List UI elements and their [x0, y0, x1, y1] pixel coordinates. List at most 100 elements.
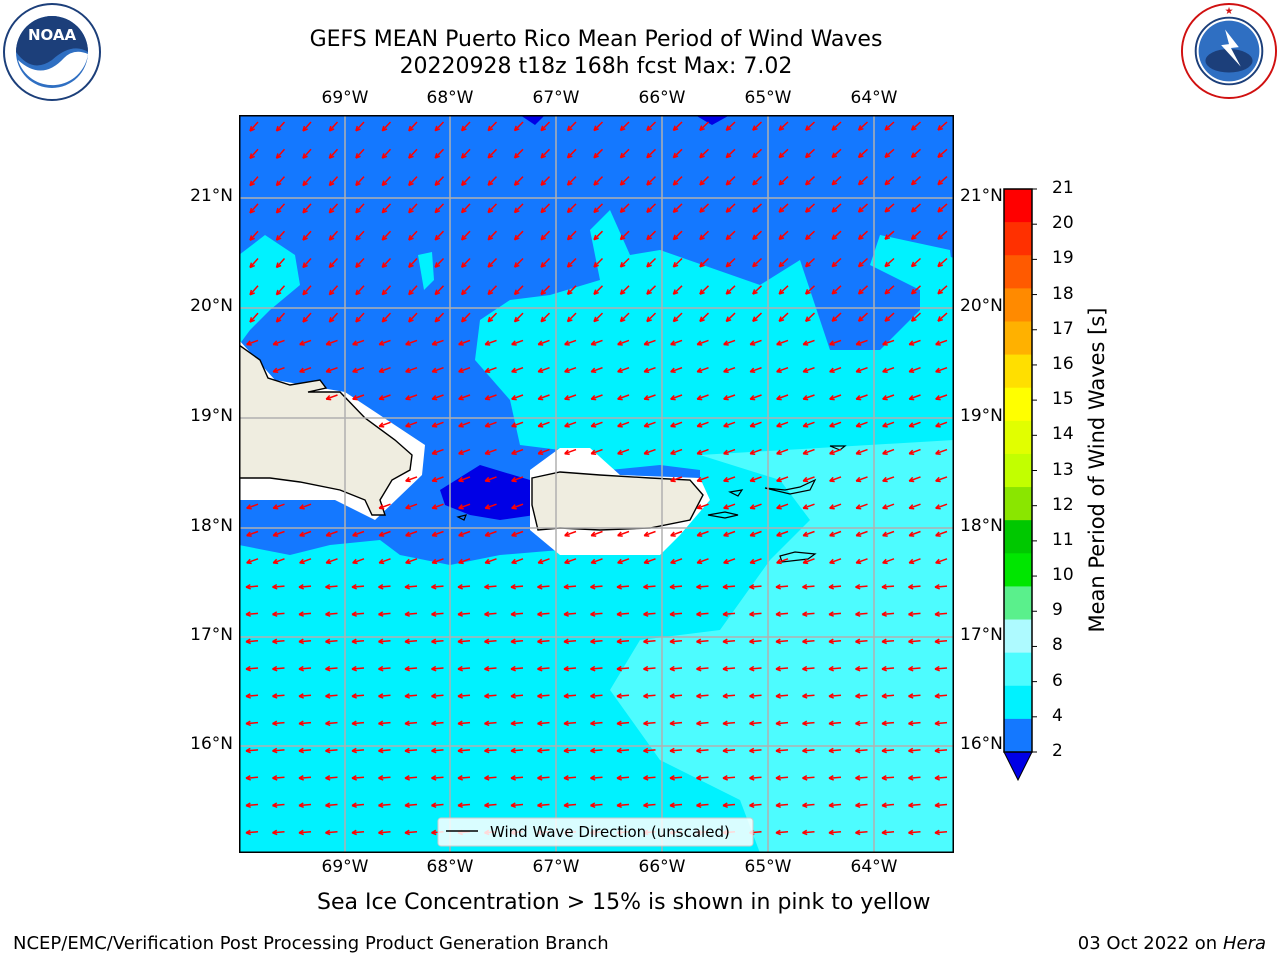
wind-wave-arrow	[355, 285, 365, 296]
wind-wave-arrow	[775, 639, 789, 643]
wind-wave-arrow	[670, 448, 683, 455]
wind-wave-arrowhead	[590, 750, 596, 754]
nws-logo: ★	[1180, 2, 1278, 100]
wind-wave-arrow	[511, 503, 524, 510]
wind-wave-arrowhead	[273, 562, 279, 565]
wind-wave-arrowhead	[831, 127, 838, 131]
wind-wave-arrow	[514, 203, 524, 214]
wind-wave-arrowhead	[911, 237, 917, 240]
wind-wave-arrow	[908, 366, 921, 373]
wind-wave-arrow	[352, 558, 365, 564]
wind-wave-arrow	[934, 831, 948, 834]
wind-wave-arrowhead	[776, 371, 782, 374]
wind-wave-arrow	[829, 530, 842, 537]
wind-wave-arrow	[405, 476, 418, 482]
wind-wave-arrow	[246, 503, 259, 510]
wind-wave-arrowhead	[881, 722, 887, 727]
wind-wave-arrow	[298, 776, 312, 779]
wind-wave-arrowhead	[564, 398, 570, 401]
wind-wave-arrowhead	[911, 264, 917, 268]
wind-wave-arrowhead	[276, 128, 282, 132]
wind-wave-arrow	[934, 667, 948, 670]
wind-wave-arrowhead	[510, 640, 516, 645]
wind-wave-arrowhead	[487, 291, 494, 296]
wind-wave-arrow	[802, 339, 815, 346]
wind-wave-arrowhead	[299, 343, 305, 346]
wind-wave-arrow	[567, 148, 577, 159]
wind-wave-arrowhead	[355, 155, 361, 159]
wind-wave-arrowhead	[511, 371, 517, 374]
lon-label-bottom: 69°W	[321, 857, 369, 877]
wind-wave-arrowhead	[778, 291, 785, 295]
colorbar-tick-label: 11	[1052, 529, 1074, 550]
wind-wave-arrow	[829, 558, 842, 564]
wind-wave-arrow	[643, 448, 656, 455]
wind-wave-arrow	[352, 339, 365, 346]
land-virgin-islands	[728, 489, 744, 497]
wind-wave-arrow	[378, 639, 391, 643]
wind-wave-arrowhead	[405, 534, 411, 537]
wind-wave-arrowhead	[510, 777, 516, 781]
wind-wave-arrowhead	[673, 155, 679, 159]
wind-wave-arrowhead	[487, 182, 494, 186]
wind-wave-arrowhead	[567, 319, 573, 323]
wind-wave-arrowhead	[752, 209, 758, 213]
wind-wave-arrowhead	[697, 398, 703, 401]
wind-wave-arrowhead	[273, 343, 279, 346]
wind-wave-arrow	[805, 230, 816, 240]
wind-wave-arrow	[355, 312, 365, 323]
wind-wave-arrowhead	[644, 425, 650, 428]
wind-wave-arrow	[458, 558, 471, 564]
wind-wave-arrow	[805, 312, 816, 322]
wind-wave-arrow	[722, 803, 736, 807]
wind-wave-arrow	[672, 285, 683, 295]
wind-wave-arrowhead	[831, 237, 838, 241]
wind-wave-arrowhead	[326, 343, 332, 346]
wind-wave-arrow	[911, 148, 922, 158]
wind-wave-arrowhead	[776, 562, 782, 565]
colorbar-tick-label: 18	[1052, 283, 1074, 304]
wind-wave-arrowhead	[616, 804, 622, 809]
wind-wave-arrow	[355, 230, 365, 241]
wind-wave-arrowhead	[620, 319, 626, 323]
wind-wave-arrowhead	[669, 613, 675, 617]
noaa-logo: NOAA	[3, 3, 101, 101]
wind-wave-arrowhead	[803, 343, 809, 346]
wind-wave-arrow	[540, 176, 551, 186]
wind-wave-arrowhead	[514, 319, 520, 323]
wind-wave-arrowhead	[245, 832, 251, 836]
wind-wave-arrow	[378, 585, 391, 588]
wind-wave-arrowhead	[617, 425, 623, 428]
wind-wave-arrowhead	[620, 182, 626, 186]
wind-wave-arrow	[643, 639, 656, 643]
wind-wave-arrow	[246, 558, 259, 564]
wind-wave-arrowhead	[935, 398, 941, 401]
wind-wave-arrow	[431, 366, 444, 373]
wind-wave-arrowhead	[272, 640, 278, 645]
wind-wave-arrowhead	[432, 343, 438, 346]
wind-wave-arrowhead	[617, 534, 623, 537]
wind-wave-arrow	[802, 667, 815, 670]
wind-wave-arrowhead	[355, 210, 361, 214]
wind-wave-arrow	[776, 421, 789, 428]
wind-wave-arrowhead	[673, 237, 679, 241]
wind-wave-arrowhead	[828, 613, 834, 617]
colorbar-tick-label: 20	[1052, 213, 1074, 234]
wind-wave-arrow	[749, 530, 762, 537]
wind-wave-arrow	[749, 585, 762, 588]
wind-wave-arrow	[643, 667, 656, 670]
wind-wave-arrowhead	[726, 264, 732, 268]
wind-wave-arrow	[802, 503, 815, 510]
wind-wave-arrowhead	[404, 640, 410, 645]
lat-label-left: 21°N	[190, 186, 233, 206]
wind-wave-arrowhead	[485, 371, 491, 374]
wind-wave-arrow	[775, 721, 789, 725]
wind-wave-arrowhead	[805, 291, 811, 295]
wind-wave-arrowhead	[935, 452, 941, 455]
wind-wave-arrow	[590, 803, 603, 807]
wind-wave-arrowhead	[249, 128, 255, 132]
wind-wave-arrowhead	[778, 155, 785, 159]
wind-wave-arrow	[725, 257, 736, 268]
wind-wave-arrow	[351, 831, 365, 834]
wind-wave-arrow	[881, 721, 895, 725]
